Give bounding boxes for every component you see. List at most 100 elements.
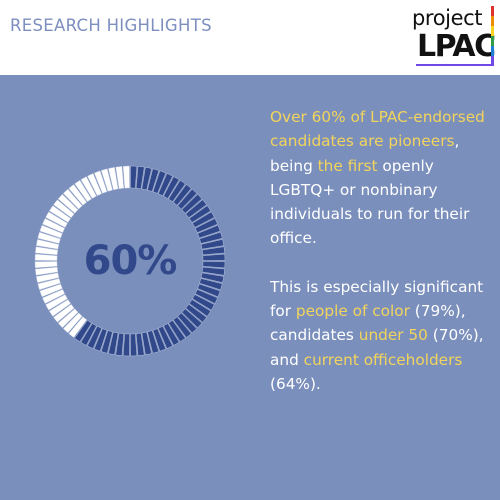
ring-segment-empty <box>108 166 119 191</box>
ring-segment-filled <box>188 205 212 223</box>
highlight-text: Over 60% of LPAC-endorsed candidates are… <box>270 105 485 396</box>
logo-stripe <box>491 26 494 36</box>
ring-segment-filled <box>168 179 186 203</box>
ring-segment-empty <box>34 261 58 269</box>
ring-segment-empty <box>87 173 102 197</box>
text-70-percent: (70%), and <box>270 326 484 369</box>
ring-segment-filled <box>192 211 215 228</box>
ring-segment-empty <box>42 289 66 304</box>
ring-segment-filled <box>100 330 113 354</box>
ring-segment-filled <box>93 328 108 352</box>
ring-segment-filled <box>122 333 130 357</box>
highlight-people-of-color: people of color <box>295 302 410 321</box>
ring-segment-empty <box>45 211 68 228</box>
ring-segment-empty <box>45 294 68 311</box>
ring-segment-empty <box>53 199 75 219</box>
ring-segment-empty <box>35 266 59 276</box>
paragraph-significance: This is especially significant for peopl… <box>270 275 485 396</box>
ring-segment-filled <box>177 312 198 334</box>
ring-segment-filled <box>152 170 167 194</box>
ring-segment-filled <box>181 308 203 329</box>
highlight-the-first: the first <box>317 156 378 175</box>
ring-segment-empty <box>62 312 83 334</box>
ring-segment-filled <box>201 246 225 256</box>
ring-segment-filled <box>168 319 186 343</box>
ring-segment-filled <box>181 193 203 214</box>
ring-segment-filled <box>147 330 160 354</box>
ring-segment-filled <box>130 333 138 357</box>
logo-stripe <box>491 16 494 26</box>
text-especially-significant: This is especially significant for <box>270 277 484 321</box>
ring-segment-filled <box>199 231 223 244</box>
ring-segment-empty <box>39 224 63 239</box>
ring-segment-filled <box>152 328 167 352</box>
ring-segment-empty <box>34 253 58 261</box>
ring-segment-filled <box>200 239 225 250</box>
ring-segment-empty <box>39 283 63 298</box>
highlight-under-50: under 50 <box>358 326 428 345</box>
ring-segment-empty <box>115 166 125 190</box>
ring-segment-filled <box>130 165 138 189</box>
ring-segment-empty <box>68 316 88 338</box>
ring-segment-filled <box>201 266 225 276</box>
ring-segment-filled <box>172 316 192 338</box>
ring-segment-filled <box>197 224 221 239</box>
ring-segment-filled <box>194 218 218 233</box>
ring-segment-filled <box>202 253 226 261</box>
highlight-pioneers: Over 60% of LPAC-endorsed candidates are… <box>270 108 485 151</box>
ring-segment-empty <box>48 299 72 317</box>
ring-segment-filled <box>115 332 125 356</box>
ring-segment-filled <box>158 173 173 197</box>
ring-segment-filled <box>147 168 160 192</box>
ring-segment-empty <box>93 170 108 194</box>
ring-segment-filled <box>188 299 212 317</box>
ring-segment-empty <box>35 239 60 250</box>
text-openly-lgbtq: openly LGBTQ+ or nonbinary individuals t… <box>270 156 470 248</box>
ring-segment-filled <box>141 166 152 191</box>
ring-segment-empty <box>37 278 61 291</box>
ring-segment-empty <box>62 188 83 210</box>
ring-segment-empty <box>74 179 92 203</box>
ring-segment-empty <box>100 168 113 192</box>
text-64-percent: (64%). <box>270 374 321 393</box>
logo-underline <box>416 64 494 66</box>
progress-ring-svg <box>34 165 226 357</box>
text-being: , being <box>270 132 460 175</box>
ring-segment-filled <box>108 331 119 356</box>
ring-segment-empty <box>35 246 59 256</box>
ring-segment-filled <box>163 323 180 346</box>
ring-segment-filled <box>163 176 180 199</box>
ring-segment-empty <box>122 165 130 189</box>
ring-segment-filled <box>192 294 215 311</box>
ring-segment-filled <box>135 166 145 190</box>
progress-ring: 60% <box>30 161 230 361</box>
ring-segment-empty <box>37 231 61 244</box>
ring-segment-filled <box>141 331 152 356</box>
header-bar: RESEARCH HIGHLIGHTS project LPAC <box>0 0 500 75</box>
logo-stripe <box>491 46 494 56</box>
ring-segment-filled <box>202 261 226 269</box>
ring-segment-filled <box>200 272 225 283</box>
ring-segment-empty <box>35 272 60 283</box>
ring-segment-filled <box>199 278 223 291</box>
ring-segment-filled <box>80 323 97 346</box>
ring-segment-filled <box>177 188 198 210</box>
ring-segment-empty <box>80 176 97 199</box>
logo-text-project: project <box>412 6 483 30</box>
ring-segment-filled <box>74 319 92 343</box>
project-lpac-logo: project LPAC <box>412 6 496 68</box>
header-title: RESEARCH HIGHLIGHTS <box>10 16 212 35</box>
ring-segment-filled <box>135 332 145 356</box>
progress-ring-value: 60% <box>83 238 178 284</box>
ring-segment-filled <box>87 325 102 349</box>
ring-segment-filled <box>172 184 192 206</box>
ring-segment-empty <box>57 308 79 329</box>
logo-stripe <box>491 6 494 16</box>
ring-segment-empty <box>57 193 79 214</box>
ring-segment-empty <box>68 184 88 206</box>
ring-segment-filled <box>185 303 207 323</box>
highlight-current-officeholders: current officeholders <box>303 350 463 369</box>
ring-segment-filled <box>185 199 207 219</box>
ring-segment-empty <box>48 205 72 223</box>
logo-stripe <box>491 56 494 66</box>
